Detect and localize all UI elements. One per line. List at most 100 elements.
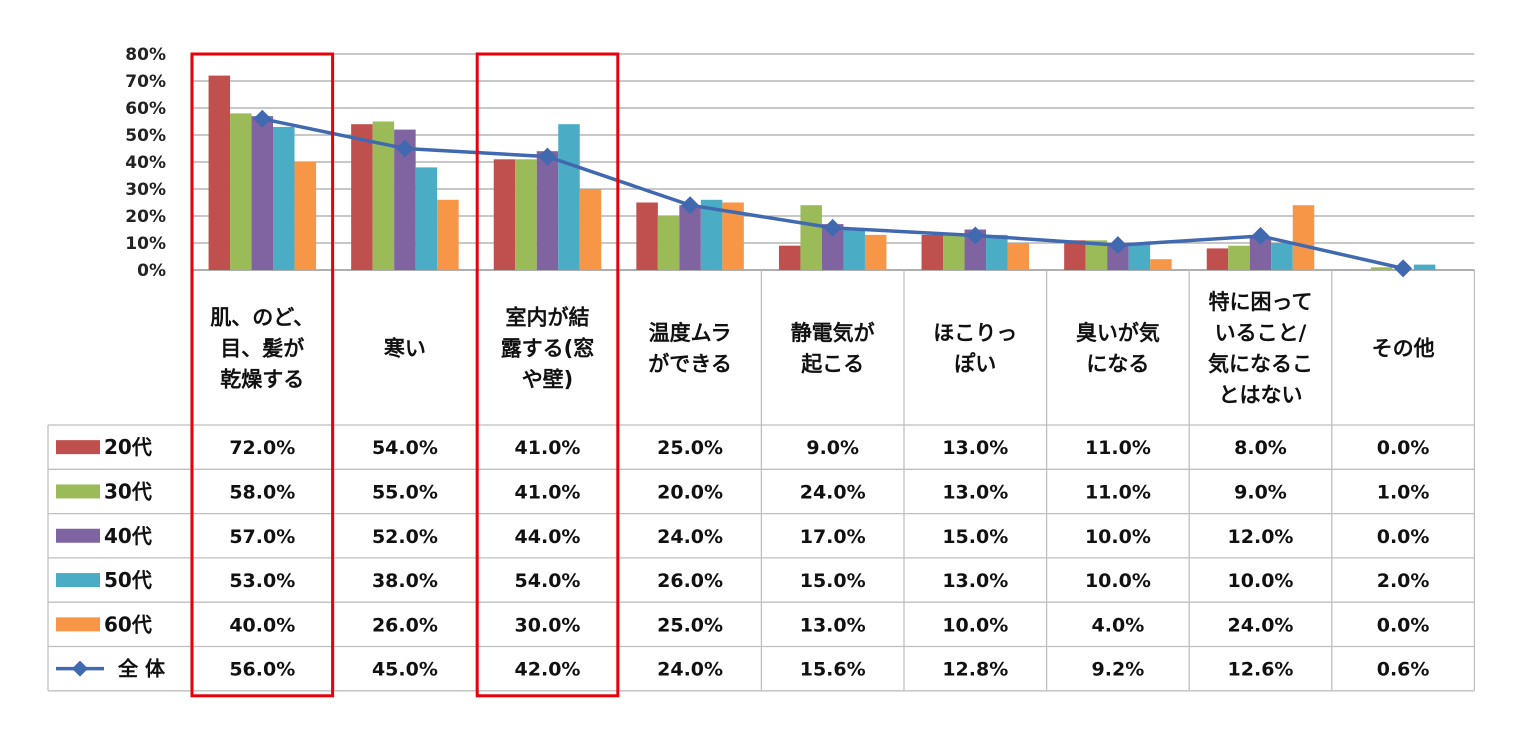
data-label: 26.0% — [372, 614, 438, 636]
legend-swatch — [56, 528, 100, 543]
y-tick-label: 50% — [125, 126, 166, 146]
data-label: 13.0% — [800, 614, 866, 636]
category-label: 肌、のど、 — [210, 306, 314, 330]
data-label: 52.0% — [372, 526, 438, 548]
bar-20代 — [1064, 240, 1086, 270]
bar-40代 — [821, 224, 844, 270]
data-label: 20.0% — [657, 481, 723, 503]
legend-swatch — [56, 617, 100, 632]
category-label: ほこりっ — [933, 321, 1017, 345]
category-label: 特に困って — [1209, 290, 1313, 314]
bar-30代 — [1085, 240, 1108, 270]
data-label: 12.0% — [1228, 526, 1294, 548]
data-label: 44.0% — [515, 526, 581, 548]
category-label: 目、髪が — [220, 337, 304, 361]
legend-label: 全 体 — [117, 657, 166, 681]
total-line-marker — [1251, 226, 1270, 245]
data-label: 2.0% — [1377, 570, 1430, 592]
data-label: 56.0% — [229, 659, 295, 681]
data-label: 41.0% — [515, 437, 581, 459]
category-label: 臭いが気 — [1076, 321, 1160, 345]
y-tick-label: 20% — [125, 207, 166, 227]
bar-30代 — [1228, 245, 1250, 270]
total-line-marker — [395, 139, 414, 158]
data-label: 72.0% — [229, 437, 295, 459]
bar-30代 — [1370, 267, 1393, 270]
bar-60代 — [579, 189, 602, 270]
data-label: 41.0% — [515, 481, 581, 503]
bar-30代 — [943, 234, 965, 270]
data-label: 25.0% — [657, 437, 723, 459]
y-tick-label: 30% — [125, 180, 166, 200]
bar-50代 — [843, 229, 865, 270]
bar-20代 — [778, 245, 801, 270]
legend-swatch-marker — [72, 660, 88, 677]
bar-40代 — [964, 229, 987, 270]
category-label: 静電気が — [791, 321, 875, 345]
data-label: 11.0% — [1085, 481, 1151, 503]
total-line-marker — [681, 196, 700, 215]
total-line-marker — [538, 147, 557, 166]
legend-swatch — [56, 573, 100, 588]
y-tick-label: 80% — [125, 45, 166, 65]
bar-20代 — [493, 159, 516, 270]
total-line-marker — [823, 218, 842, 237]
legend-swatch — [56, 484, 100, 499]
data-label: 24.0% — [800, 481, 866, 503]
y-tick-label: 40% — [125, 153, 166, 173]
bar-30代 — [657, 216, 680, 270]
data-label: 54.0% — [372, 437, 438, 459]
bar-50代 — [558, 124, 580, 270]
data-label: 24.0% — [1228, 614, 1294, 636]
data-label: 4.0% — [1092, 614, 1145, 636]
highlight-boxes — [190, 52, 620, 698]
y-tick-label: 0% — [137, 261, 166, 281]
y-axis-ticks: 0% 10% 20% 30% 40% 50% 60% 70% 80% — [125, 45, 166, 281]
category-label: 温度ムラ — [649, 321, 732, 345]
bar-40代 — [1107, 243, 1129, 270]
data-label: 0.0% — [1377, 526, 1430, 548]
bar-60代 — [294, 162, 317, 270]
legend-swatch — [56, 440, 100, 455]
bar-40代 — [1249, 237, 1272, 270]
highlight-box — [475, 52, 620, 698]
bar-40代 — [251, 116, 274, 270]
bar-40代 — [536, 151, 559, 270]
category-label: になる — [1086, 352, 1149, 376]
data-label: 1.0% — [1377, 481, 1430, 503]
data-label: 24.0% — [657, 659, 723, 681]
category-label: その他 — [1372, 337, 1435, 361]
legend-label: 40代 — [104, 524, 152, 548]
legend-label: 50代 — [104, 568, 152, 592]
bar-50代 — [700, 199, 723, 270]
bar-50代 — [1128, 243, 1151, 270]
bars — [208, 75, 1436, 271]
total-line-marker — [1108, 236, 1127, 255]
bar-40代 — [679, 205, 701, 270]
legend-label: 60代 — [104, 612, 152, 636]
legend-label: 30代 — [104, 479, 152, 503]
total-line-marker — [1394, 259, 1413, 278]
bar-20代 — [351, 124, 373, 270]
highlight-box — [190, 52, 335, 698]
bar-20代 — [921, 234, 944, 270]
bar-60代 — [1007, 243, 1030, 270]
data-label: 12.6% — [1228, 659, 1294, 681]
category-label: とはない — [1219, 383, 1303, 407]
data-label: 10.0% — [1085, 570, 1151, 592]
data-label: 58.0% — [229, 481, 295, 503]
bar-40代 — [394, 129, 416, 270]
data-label: 53.0% — [229, 570, 295, 592]
bar-20代 — [208, 75, 231, 270]
data-label: 26.0% — [657, 570, 723, 592]
legend-label: 20代 — [104, 435, 152, 459]
category-label: いること/ — [1215, 321, 1307, 345]
data-label: 38.0% — [372, 570, 438, 592]
category-label: ぽい — [954, 352, 996, 376]
bar-20代 — [1206, 248, 1229, 270]
data-label: 10.0% — [1085, 526, 1151, 548]
y-tick-label: 10% — [125, 234, 166, 254]
bar-60代 — [1150, 259, 1172, 270]
category-label: 起こる — [800, 352, 864, 376]
